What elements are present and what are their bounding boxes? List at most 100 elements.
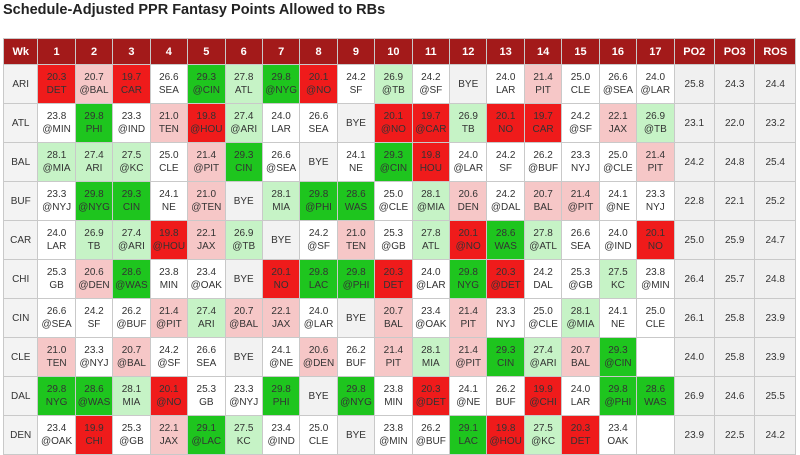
opponent-label: @TB <box>643 124 667 135</box>
opponent-label: ATL <box>234 85 253 96</box>
table-row: CHI 25.3 GB 20.6 @DEN 28.6 @WAS 23.8 MIN 23.4 @OAK… <box>2 259 796 299</box>
matchup-cell: 24.0 LAR <box>561 376 600 416</box>
points-value: 29.3 <box>495 345 516 356</box>
matchup-cell: 29.1 @LAC <box>187 415 226 455</box>
opponent-label: MIN <box>159 280 179 291</box>
points-value: BYE <box>458 78 479 90</box>
points-value: 26.6 <box>271 150 291 161</box>
ros-cell: 23.2 <box>754 103 796 143</box>
points-value: 19.8 <box>495 423 516 434</box>
matchup-cell: 21.4 @PIT <box>149 298 189 338</box>
points-value: 24.0 <box>645 72 666 83</box>
opponent-label: TEN <box>158 124 179 135</box>
points-value: 29.8 <box>46 384 67 395</box>
points-value: 23.3 <box>84 345 104 356</box>
opponent-label: NE <box>161 202 176 213</box>
points-value: 23.4 <box>196 267 217 278</box>
matchup-cell: 27.8 ATL <box>411 220 451 260</box>
team-cell: CAR <box>2 220 39 260</box>
matchup-cell: 24.1 @NE <box>598 181 638 221</box>
points-value: 25.0 <box>383 189 404 200</box>
ros-cell: 25.5 <box>754 376 796 416</box>
matchup-cell: 26.6 @SEA <box>598 64 638 104</box>
matchup-cell: 28.1 @MIA <box>411 181 451 221</box>
points-value: 24.0 <box>46 228 67 239</box>
points-value: 21.0 <box>46 345 67 356</box>
points-value: 24.0 <box>570 384 591 395</box>
matchup-cell: 20.7 @BAL <box>224 298 263 338</box>
matchup-cell: 29.8 @PHI <box>336 259 376 299</box>
points-value: BYE <box>345 312 366 324</box>
opponent-label: DET <box>46 85 67 96</box>
bye-cell: BYE <box>449 64 488 104</box>
team-cell: ARI <box>2 64 39 104</box>
points-value: 20.1 <box>271 267 291 278</box>
matchup-cell: 28.1 MIA <box>261 181 301 221</box>
opponent-label: @LAR <box>640 85 671 96</box>
points-value: 29.3 <box>608 345 628 356</box>
opponent-label: @NO <box>455 241 481 252</box>
header-row: Wk 1 2 3 4 5 6 7 8 9 10 11 12 13 14 15 16 17 PO2 PO3 ROS <box>2 38 796 65</box>
points-value: 29.8 <box>271 72 291 83</box>
matchup-cell: 19.9 CHI <box>74 415 114 455</box>
opponent-label: NO <box>647 241 663 252</box>
table-row: CLE 21.0 TEN 23.3 @NYJ 20.7 @BAL 24.2 @SF 26.6 SEA… <box>2 337 796 377</box>
opponent-label: @PHI <box>604 397 632 408</box>
team-cell: CHI <box>2 259 39 299</box>
points-value: 23.4 <box>271 423 291 434</box>
points-value: 19.8 <box>421 150 441 161</box>
matchup-cell: 24.2 SF <box>74 298 114 338</box>
points-value: 26.2 <box>533 150 553 161</box>
opponent-label: SF <box>499 163 513 174</box>
header-col: PO2 <box>673 38 716 65</box>
opponent-label: GB <box>49 280 64 291</box>
matchup-cell: 22.1 JAX <box>149 415 189 455</box>
opponent-label: @NYG <box>265 85 298 96</box>
matchup-cell: 24.0 LAR <box>37 220 76 260</box>
points-value: 25.0 <box>533 306 553 317</box>
matchup-cell: 24.2 @SF <box>149 337 189 377</box>
opponent-label: @NYJ <box>42 202 72 213</box>
table-row: CIN 26.6 @SEA 24.2 SF 26.2 @BUF 21.4 @PIT 27.4 ARI… <box>2 298 796 338</box>
matchup-cell: 26.6 SEA <box>149 64 189 104</box>
opponent-label: @OAK <box>190 280 222 291</box>
opponent-label: ARI <box>85 163 103 174</box>
po2-cell: 24.0 <box>673 337 716 377</box>
opponent-label: @SEA <box>602 85 634 96</box>
points-value: 29.8 <box>346 267 366 278</box>
matchup-cell: 25.3 @GB <box>112 415 151 455</box>
matchup-cell: 29.1 LAC <box>449 415 488 455</box>
matchup-cell: 26.9 TB <box>74 220 114 260</box>
points-value: 20.3 <box>383 267 404 278</box>
points-value: 28.6 <box>645 384 666 395</box>
points-value: 20.7 <box>383 306 404 317</box>
opponent-label: @MIN <box>42 124 71 135</box>
empty-cell <box>636 337 675 377</box>
header-col: 6 <box>224 38 263 65</box>
ros-cell: 24.7 <box>754 220 796 260</box>
opponent-label: MIN <box>384 397 403 408</box>
opponent-label: NO <box>273 280 289 291</box>
points-value: 24.1 <box>608 189 628 200</box>
po3-cell: 24.3 <box>714 64 756 104</box>
header-col: 7 <box>261 38 301 65</box>
points-value: 20.1 <box>308 72 329 83</box>
table-row: DAL 29.8 NYG 28.6 @WAS 28.1 MIA 20.1 @NO 25.3 GB 23… <box>2 376 796 416</box>
matchup-cell: 29.8 @PHI <box>299 181 338 221</box>
points-value: 29.8 <box>458 267 478 278</box>
matchup-cell: 28.1 @MIA <box>561 298 600 338</box>
matchup-cell: 20.1 @NO <box>149 376 189 416</box>
matchup-cell: 21.4 @PIT <box>449 337 488 377</box>
opponent-label: @WAS <box>115 280 148 291</box>
points-value: 21.4 <box>533 72 553 83</box>
points-value: 29.1 <box>458 423 478 434</box>
points-value: 20.6 <box>84 267 104 278</box>
opponent-label: CAR <box>532 124 554 135</box>
opponent-label: @CLE <box>603 163 633 174</box>
points-value: 19.9 <box>84 423 104 434</box>
points-value: 24.2 <box>533 267 553 278</box>
opponent-label: @LAR <box>416 280 446 291</box>
opponent-label: JAX <box>608 124 628 135</box>
opponent-label: NYJ <box>571 163 590 174</box>
po2-cell: 23.9 <box>673 415 716 455</box>
